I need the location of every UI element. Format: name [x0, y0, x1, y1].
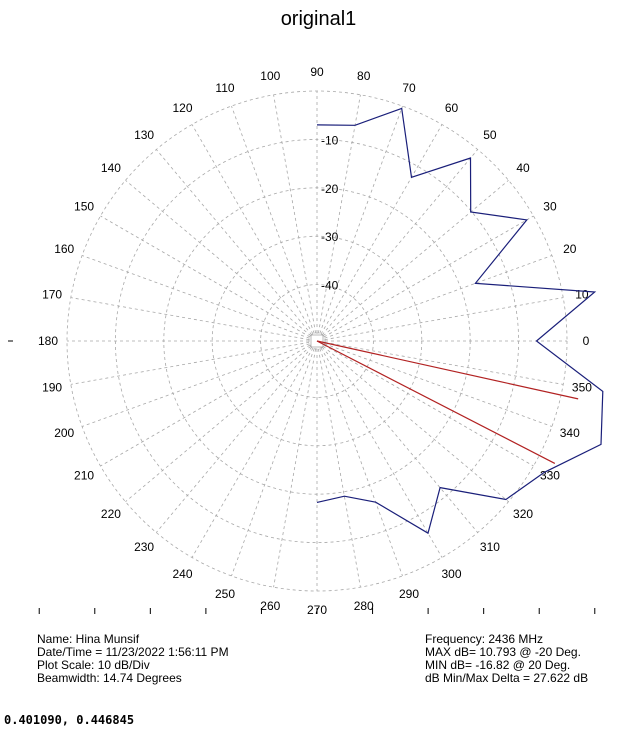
angle-label: 350 — [572, 381, 592, 395]
angle-label: 260 — [260, 599, 280, 613]
polar-plot: 0102030405060708090100110120130140150160… — [8, 65, 604, 617]
max-db-text: MAX dB= 10.793 @ -20 Deg. — [425, 645, 581, 659]
angle-label: 130 — [134, 128, 154, 142]
pattern-trace — [316, 107, 604, 535]
angle-label: 340 — [560, 426, 580, 440]
angle-label: 120 — [172, 101, 192, 115]
info-right: Frequency: 2436 MHz MAX dB= 10.793 @ -20… — [425, 633, 588, 685]
angle-label: 180 — [38, 334, 58, 348]
info-left: Name: Hina Munsif Date/Time = 11/23/2022… — [37, 633, 229, 685]
angle-label: 210 — [74, 469, 94, 483]
grid-spoke — [317, 348, 361, 588]
grid-spoke — [100, 215, 311, 338]
radial-label: -30 — [321, 230, 339, 244]
grid-spoke — [324, 341, 564, 385]
angle-label: 270 — [307, 603, 327, 617]
name-text: Name: Hina Munsif — [37, 632, 140, 646]
beamwidth-lines — [316, 340, 579, 464]
grid-spoke — [322, 345, 509, 503]
grid-spoke — [125, 179, 312, 337]
grid-spoke — [125, 345, 312, 503]
angle-label: 250 — [215, 587, 235, 601]
grid-spoke — [81, 343, 310, 427]
angle-label: 240 — [172, 567, 192, 581]
delta-text: dB Min/Max Delta = 27.622 dB — [425, 671, 589, 685]
datetime-text: Date/Time = 11/23/2022 1:56:11 PM — [37, 645, 229, 659]
angle-label: 40 — [516, 161, 530, 175]
grid-spoke — [231, 348, 315, 577]
angle-label: 170 — [42, 287, 62, 301]
grid-spoke — [324, 343, 553, 427]
grid-spoke — [231, 105, 315, 334]
angle-label: 220 — [101, 507, 121, 521]
angle-label: 110 — [215, 81, 234, 95]
angle-label: 20 — [563, 242, 577, 256]
grid-spoke — [320, 124, 443, 335]
angle-label: 90 — [310, 65, 324, 79]
grid-spoke — [324, 297, 564, 341]
angle-label: 80 — [357, 69, 371, 83]
grid-spoke — [322, 179, 509, 337]
grid-spoke — [321, 149, 479, 336]
angle-label: 160 — [54, 242, 74, 256]
grid-spoke — [324, 255, 553, 339]
grid-spoke — [70, 297, 310, 341]
grid-spoke — [191, 124, 314, 335]
frequency-text: Frequency: 2436 MHz — [425, 632, 544, 646]
grid-spoke — [323, 215, 534, 338]
grid-spoke — [317, 94, 361, 334]
angle-label: 60 — [445, 101, 459, 115]
grid-spoke — [155, 149, 313, 336]
angle-label: 140 — [101, 161, 121, 175]
grid-spoke — [273, 348, 317, 588]
grid-spoke — [81, 255, 310, 339]
radial-label: -20 — [321, 182, 339, 196]
grid-spoke — [320, 347, 443, 558]
grid-spoke — [319, 348, 403, 577]
angle-label: 50 — [483, 128, 497, 142]
grid-spoke — [70, 341, 310, 385]
grid-spoke — [191, 347, 314, 558]
grid-spoke — [323, 344, 534, 467]
angle-label: 280 — [354, 599, 374, 613]
radial-labels: -10 -20 -30 -40 — [321, 133, 339, 292]
plot-scale-text: Plot Scale: 10 dB/Div — [37, 658, 150, 672]
grid-spoke — [319, 105, 403, 334]
bottom-tick-marks — [38, 608, 596, 614]
radial-label: -40 — [321, 279, 339, 293]
angle-label: 30 — [543, 200, 557, 214]
angle-label: 330 — [540, 469, 560, 483]
beamwidth-line — [316, 340, 579, 400]
angle-label: 70 — [402, 81, 416, 95]
angle-label: 200 — [54, 426, 74, 440]
min-db-text: MIN dB= -16.82 @ 20 Deg. — [425, 658, 571, 672]
plot-title: original1 — [280, 8, 357, 30]
beamwidth-line — [316, 340, 556, 464]
angle-label: 100 — [260, 69, 280, 83]
angle-label: 320 — [513, 507, 533, 521]
angle-labels: 0102030405060708090100110120130140150160… — [8, 65, 592, 617]
angle-label: 230 — [134, 540, 154, 554]
polar-grid — [66, 90, 568, 592]
grid-spoke — [273, 94, 317, 334]
angle-label: 0 — [583, 334, 590, 348]
cursor-readout: 0.401090, 0.446845 — [4, 713, 135, 727]
grid-spoke — [100, 344, 311, 467]
grid-spoke — [155, 346, 313, 533]
grid-center — [310, 334, 324, 348]
grid-spoke — [321, 346, 479, 533]
angle-label: 300 — [441, 567, 461, 581]
beamwidth-text: Beamwidth: 14.74 Degrees — [37, 671, 182, 685]
angle-label: 190 — [42, 381, 62, 395]
angle-label: 290 — [399, 587, 419, 601]
angle-label: 150 — [74, 200, 94, 214]
angle-label: 310 — [480, 540, 500, 554]
radial-label: -10 — [321, 133, 339, 147]
